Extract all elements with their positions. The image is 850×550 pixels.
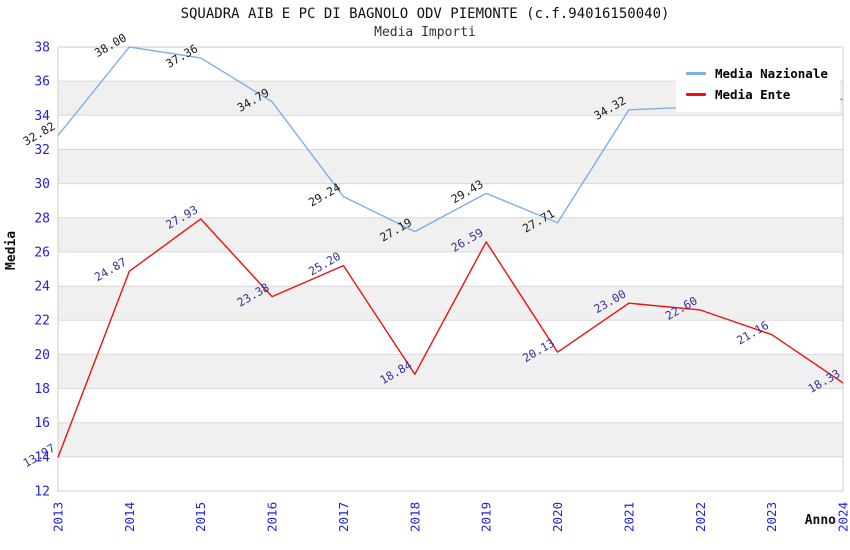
x-tick-label: 2019 bbox=[479, 502, 494, 532]
y-tick-label: 34 bbox=[34, 109, 50, 124]
data-label: 29.24 bbox=[306, 180, 343, 209]
y-tick-label: 26 bbox=[34, 245, 50, 260]
x-tick-label: 2017 bbox=[336, 502, 351, 532]
x-tick-label: 2015 bbox=[193, 502, 208, 532]
x-tick-label: 2021 bbox=[621, 502, 636, 532]
line-media-ente bbox=[57, 218, 844, 458]
x-axis-title: Anno bbox=[804, 513, 836, 528]
x-tick-label: 2024 bbox=[836, 502, 850, 532]
y-tick-label: 36 bbox=[34, 75, 50, 90]
x-tick-label: 2014 bbox=[122, 502, 137, 532]
plot-band bbox=[58, 149, 843, 184]
y-axis-title: Media bbox=[4, 230, 19, 270]
chart-legend: Media Nazionale Media Ente bbox=[676, 58, 840, 112]
x-tick-label: 2016 bbox=[265, 502, 280, 532]
y-tick-label: 20 bbox=[34, 348, 50, 363]
y-tick-label: 14 bbox=[34, 450, 50, 465]
x-tick-label: 2020 bbox=[550, 502, 565, 532]
y-tick-label: 16 bbox=[34, 416, 50, 431]
x-tick-label: 2022 bbox=[693, 502, 708, 532]
data-label: 24.87 bbox=[92, 255, 129, 284]
data-label: 21.16 bbox=[734, 318, 771, 347]
y-tick-label: 22 bbox=[34, 314, 50, 329]
y-tick-label: 30 bbox=[34, 177, 50, 192]
y-tick-label: 38 bbox=[34, 41, 50, 56]
legend-item-media-nazionale: Media Nazionale bbox=[686, 63, 828, 84]
plot-band bbox=[58, 217, 843, 252]
chart-title: SQUADRA AIB E PC DI BAGNOLO ODV PIEMONTE… bbox=[180, 6, 670, 22]
x-tick-label: 2018 bbox=[407, 502, 422, 532]
plot-band bbox=[58, 286, 843, 321]
x-tick-label: 2013 bbox=[51, 502, 66, 532]
legend-label: Media Nazionale bbox=[715, 66, 828, 81]
y-tick-label: 12 bbox=[34, 485, 50, 500]
legend-item-media-ente: Media Ente bbox=[686, 84, 828, 105]
media-ente-line-swatch bbox=[686, 93, 706, 96]
data-label: 37.36 bbox=[163, 41, 200, 70]
plot-band bbox=[58, 354, 843, 389]
plot-border bbox=[57, 46, 844, 492]
y-tick-label: 28 bbox=[34, 211, 50, 226]
y-tick-label: 32 bbox=[34, 143, 50, 158]
chart-subtitle: Media Importi bbox=[374, 25, 476, 40]
media-nazionale-line-swatch bbox=[686, 72, 706, 75]
plot-band bbox=[58, 422, 843, 457]
y-tick-label: 24 bbox=[34, 280, 50, 295]
x-tick-label: 2023 bbox=[764, 502, 779, 532]
legend-label: Media Ente bbox=[715, 87, 791, 102]
y-tick-label: 18 bbox=[34, 382, 50, 397]
